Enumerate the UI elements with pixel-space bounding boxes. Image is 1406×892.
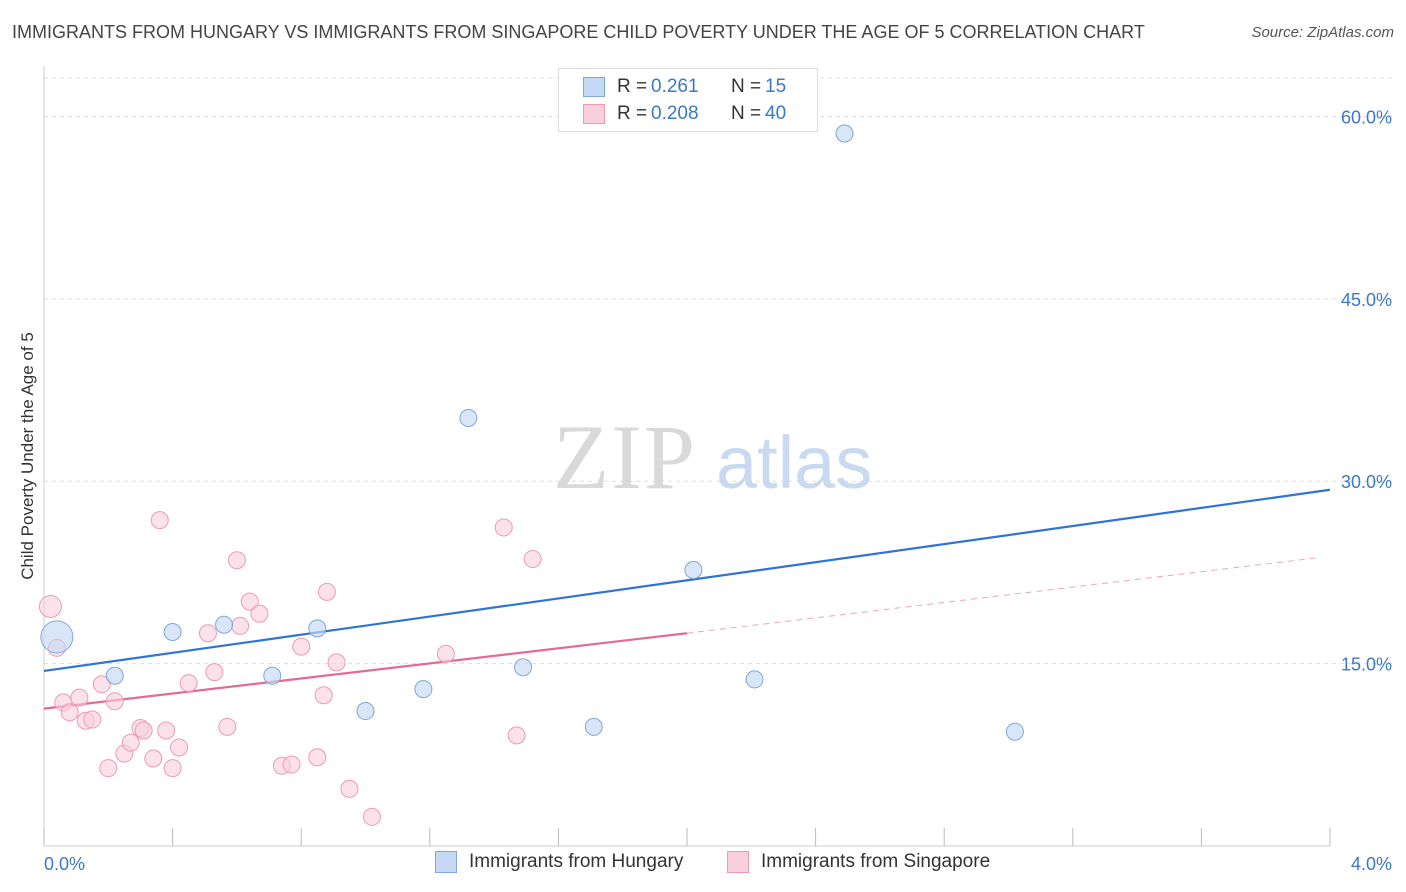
point-singapore <box>240 592 259 611</box>
data-points <box>38 124 1024 826</box>
stats-row-hungary: R = 0.261 N = 15 <box>583 74 786 100</box>
r-value: 0.208 <box>651 103 699 124</box>
point-hungary <box>745 670 764 689</box>
point-singapore <box>340 779 359 798</box>
point-singapore <box>198 624 217 643</box>
point-hungary <box>356 702 375 721</box>
point-singapore <box>99 759 118 778</box>
point-singapore <box>362 807 381 826</box>
trend-lines <box>43 488 1331 710</box>
point-hungary <box>584 717 603 736</box>
point-singapore <box>92 675 111 694</box>
chart-title: IMMIGRANTS FROM HUNGARY VS IMMIGRANTS FR… <box>12 22 1145 42</box>
point-hungary <box>684 560 703 579</box>
point-singapore <box>144 749 163 768</box>
singapore-legend-swatch <box>727 851 749 873</box>
n-value: 40 <box>765 103 787 124</box>
point-hungary <box>105 666 124 685</box>
point-singapore <box>314 686 333 705</box>
point-hungary <box>1005 722 1024 741</box>
legend-item-singapore[interactable]: Immigrants from Singapore <box>727 851 990 873</box>
y-tick-label: 60.0% <box>1341 107 1392 127</box>
point-singapore <box>157 721 176 740</box>
point-singapore <box>163 759 182 778</box>
point-hungary <box>263 666 282 685</box>
point-singapore <box>308 748 327 767</box>
stats-box: R = 0.261 N = 15 R = 0.208 N = 40 <box>558 68 818 132</box>
point-singapore <box>436 644 455 663</box>
trend-line-hungary <box>43 488 1331 673</box>
watermark: ZIP atlas <box>553 406 872 508</box>
legend-item-hungary[interactable]: Immigrants from Hungary <box>435 851 683 873</box>
legend: Immigrants from Hungary Immigrants from … <box>0 851 1406 879</box>
r-label: R = <box>617 103 648 124</box>
r-label: R = <box>617 76 648 97</box>
singapore-swatch <box>583 104 605 124</box>
point-hungary <box>215 615 234 634</box>
n-value: 15 <box>765 76 787 97</box>
stats-row-singapore: R = 0.208 N = 40 <box>583 101 786 127</box>
point-hungary <box>308 619 327 638</box>
axes <box>43 66 1331 847</box>
n-label: N = <box>731 76 762 97</box>
point-singapore <box>507 726 526 745</box>
x-tick-label: 0.0% <box>44 854 85 874</box>
trend-line-singapore-extension <box>686 557 1318 634</box>
point-singapore <box>218 717 237 736</box>
point-singapore <box>70 688 89 707</box>
y-tick-label: 45.0% <box>1341 290 1392 310</box>
legend-label-hungary: Immigrants from Hungary <box>469 851 684 872</box>
trend-line-singapore <box>43 632 688 710</box>
watermark-atlas: atlas <box>716 421 872 504</box>
point-singapore <box>292 637 311 656</box>
point-singapore <box>227 551 246 570</box>
watermark-zip: ZIP <box>553 406 697 508</box>
point-singapore <box>327 653 346 672</box>
point-singapore <box>150 511 169 530</box>
point-hungary <box>414 680 433 699</box>
point-hungary <box>40 620 74 654</box>
hungary-swatch <box>583 77 605 97</box>
point-singapore <box>179 674 198 693</box>
point-singapore <box>250 604 269 623</box>
point-singapore <box>282 755 301 774</box>
point-hungary <box>835 124 854 143</box>
hungary-legend-swatch <box>435 851 457 873</box>
point-singapore <box>38 594 62 618</box>
point-singapore <box>494 518 513 537</box>
point-singapore <box>205 663 224 682</box>
tick-labels: 15.0% 30.0% 45.0% 60.0% 0.0% 4.0% <box>44 107 1392 874</box>
point-singapore <box>317 582 336 601</box>
point-singapore <box>523 550 542 569</box>
point-singapore <box>134 721 153 740</box>
y-tick-label: 15.0% <box>1341 655 1392 675</box>
point-hungary <box>459 409 478 428</box>
point-singapore <box>60 703 79 722</box>
n-label: N = <box>731 103 762 124</box>
point-singapore <box>105 692 124 711</box>
point-singapore <box>170 738 189 757</box>
point-hungary <box>163 623 182 642</box>
y-tick-label: 30.0% <box>1341 472 1392 492</box>
x-tick-label: 4.0% <box>1351 854 1392 874</box>
point-singapore <box>83 710 102 729</box>
legend-label-singapore: Immigrants from Singapore <box>761 851 991 872</box>
point-hungary <box>514 658 533 677</box>
r-value: 0.261 <box>651 76 699 97</box>
point-singapore <box>121 733 140 752</box>
point-singapore <box>231 616 250 635</box>
source-label: Source: ZipAtlas.com <box>1251 24 1394 41</box>
